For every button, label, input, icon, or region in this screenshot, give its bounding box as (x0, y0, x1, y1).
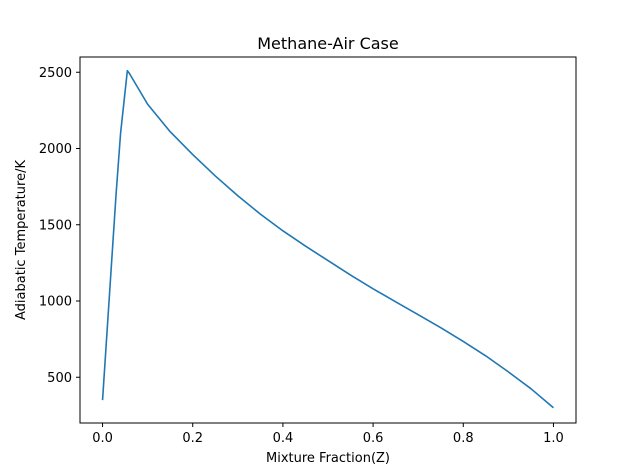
y-tick-label: 500 (47, 371, 72, 386)
x-tick-label: 1.0 (543, 431, 564, 446)
chart-title: Methane-Air Case (257, 34, 398, 53)
plot-frame (79, 56, 577, 424)
x-axis-ticks: 0.0 0.2 0.4 0.6 0.8 1.0 (92, 423, 564, 446)
y-tick-label: 2000 (39, 142, 72, 157)
y-tick-label: 1500 (39, 218, 72, 233)
series-group (101, 69, 554, 409)
x-tick-label: 0.8 (453, 431, 474, 446)
temperature-series-line (101, 69, 554, 409)
x-tick-label: 0.0 (92, 431, 113, 446)
x-tick-label: 0.2 (182, 431, 203, 446)
y-axis-label: Adiabatic Temperature/K (14, 160, 29, 320)
x-tick-label: 0.6 (363, 431, 384, 446)
x-tick-label: 0.4 (273, 431, 294, 446)
y-tick-label: 1000 (39, 295, 72, 310)
y-tick-label: 2500 (39, 66, 72, 81)
y-axis-ticks: 500 1000 1500 2000 2500 (39, 66, 80, 386)
x-axis-label: Mixture Fraction(Z) (266, 451, 390, 466)
